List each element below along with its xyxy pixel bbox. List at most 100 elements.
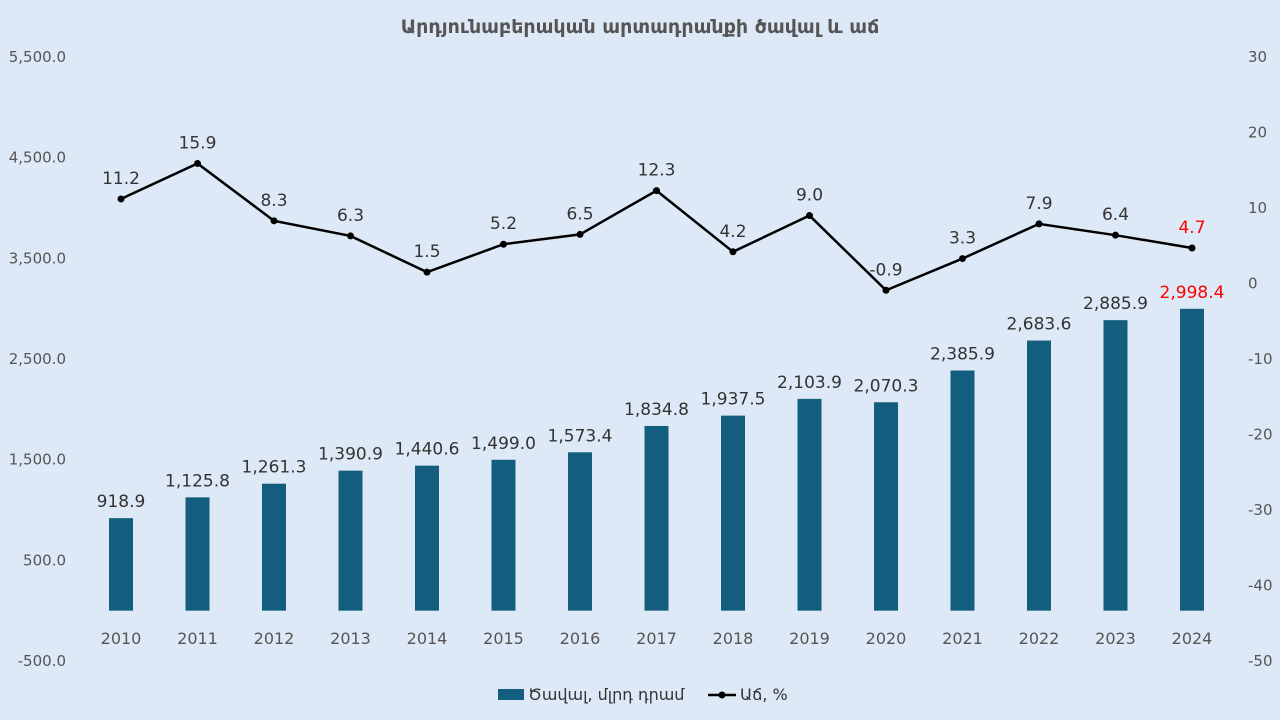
x-tick-label: 2019 [789,629,830,648]
line-point [500,240,507,248]
bar [644,425,669,611]
line-series: 11.2 15.9 8.3 6.3 1.5 5.2 6.5 12.3 4.2 9.0 -0.9 3.3… [102,133,1206,294]
line-point [1188,244,1196,252]
left-tick-label: -500.0 [18,652,66,670]
line-data-label: 6.5 [566,204,593,224]
right-tick-label: 30 [1248,48,1267,66]
bar-data-label: 1,834.8 [624,400,689,420]
bar-data-label: 2,103.9 [777,373,842,393]
growth-line [120,162,1193,292]
bar [491,459,516,611]
right-tick-label: 10 [1248,199,1267,217]
bar-data-label: 1,937.5 [701,390,766,410]
line-data-label: 4.7 [1178,218,1205,238]
bar-data-label: 1,390.9 [318,445,383,465]
line-point [576,230,584,238]
bar [1180,308,1204,611]
bar [874,402,898,611]
bar [721,415,745,611]
line-point [653,187,660,195]
line-data-label: 1.5 [413,242,440,262]
chart-title: Արդյունաբերական արտադրանքի ծավալ և աճ [401,16,880,38]
left-tick-label: 4,500.0 [9,149,66,167]
x-tick-label: 2011 [177,629,218,648]
x-tick-label: 2022 [1019,629,1060,648]
line-point [270,217,278,225]
bar [1103,320,1128,611]
bar [338,470,363,611]
x-tick-label: 2023 [1095,629,1136,648]
line-data-label: 11.2 [102,169,140,189]
line-point [117,195,125,203]
line-data-label: 6.4 [1102,205,1129,225]
line-point [194,159,201,167]
line-point [959,255,966,263]
line-point [1035,220,1043,228]
x-axis: 2010 2011 2012 2013 2014 2015 2016 2017 2018 2019… [101,629,1213,648]
left-tick-label: 3,500.0 [9,249,66,267]
legend-bar-swatch [498,689,524,700]
bar-data-label: 1,499.0 [471,434,536,454]
line-data-label: 8.3 [260,191,287,211]
bar [797,398,822,611]
right-axis: -50 -40 -30 -20 -10 0 10 20 30 [1248,48,1273,670]
legend-line-marker [718,691,726,699]
x-tick-label: 2010 [101,629,142,648]
right-tick-label: -30 [1248,501,1273,519]
x-tick-label: 2012 [254,629,295,648]
x-tick-label: 2015 [483,629,524,648]
line-point [806,212,813,220]
bar [415,465,439,611]
bar-data-label: 1,261.3 [242,458,307,478]
right-tick-label: 20 [1248,124,1267,142]
line-point [729,248,737,256]
x-tick-label: 2016 [560,629,601,648]
bar [109,518,133,611]
bar-data-label: 2,070.3 [854,376,919,396]
line-data-label: 3.3 [949,229,976,249]
left-tick-label: 500.0 [23,551,66,569]
line-point [1112,231,1119,239]
right-tick-label: -50 [1248,652,1273,670]
bar [1027,340,1051,611]
legend-line-label: Աճ, % [740,685,788,704]
bar-data-label: 2,998.4 [1160,283,1225,303]
right-tick-label: -10 [1248,350,1273,368]
line-data-label: 6.3 [337,206,364,226]
bar-data-label: 1,440.6 [395,440,460,460]
line-point [423,268,431,276]
line-data-label: 12.3 [638,161,676,181]
left-tick-label: 1,500.0 [9,451,66,469]
right-tick-label: 0 [1248,275,1258,293]
legend: Ծավալ, մլրդ դրամ Աճ, % [498,685,788,704]
line-data-label: 9.0 [796,186,823,206]
left-tick-label: 5,500.0 [9,48,66,66]
legend-bar-label: Ծավալ, մլրդ դրամ [528,685,685,704]
x-tick-label: 2021 [942,629,983,648]
line-data-label: -0.9 [869,260,902,280]
bar [568,452,592,611]
line-point [882,286,890,294]
left-tick-label: 2,500.0 [9,350,66,368]
x-tick-label: 2024 [1172,629,1213,648]
x-tick-label: 2018 [713,629,754,648]
line-data-label: 5.2 [490,214,517,234]
bar [262,483,286,611]
line-data-label: 7.9 [1025,194,1052,214]
x-tick-label: 2020 [866,629,907,648]
line-data-label: 15.9 [179,133,217,153]
right-tick-label: -40 [1248,577,1273,595]
bar-data-label: 2,385.9 [930,344,995,364]
x-tick-label: 2017 [636,629,677,648]
bar-data-label: 2,683.6 [1007,315,1072,335]
bar-data-label: 1,125.8 [165,471,230,491]
line-data-label: 4.2 [719,222,746,242]
x-tick-label: 2013 [330,629,371,648]
bar-data-label: 1,573.4 [548,426,613,446]
bar-data-label: 918.9 [97,492,146,512]
bar [185,497,210,611]
x-tick-label: 2014 [407,629,448,648]
bar [950,370,975,611]
left-axis: -500.0 500.0 1,500.0 2,500.0 3,500.0 4,500.0 5… [9,48,66,670]
